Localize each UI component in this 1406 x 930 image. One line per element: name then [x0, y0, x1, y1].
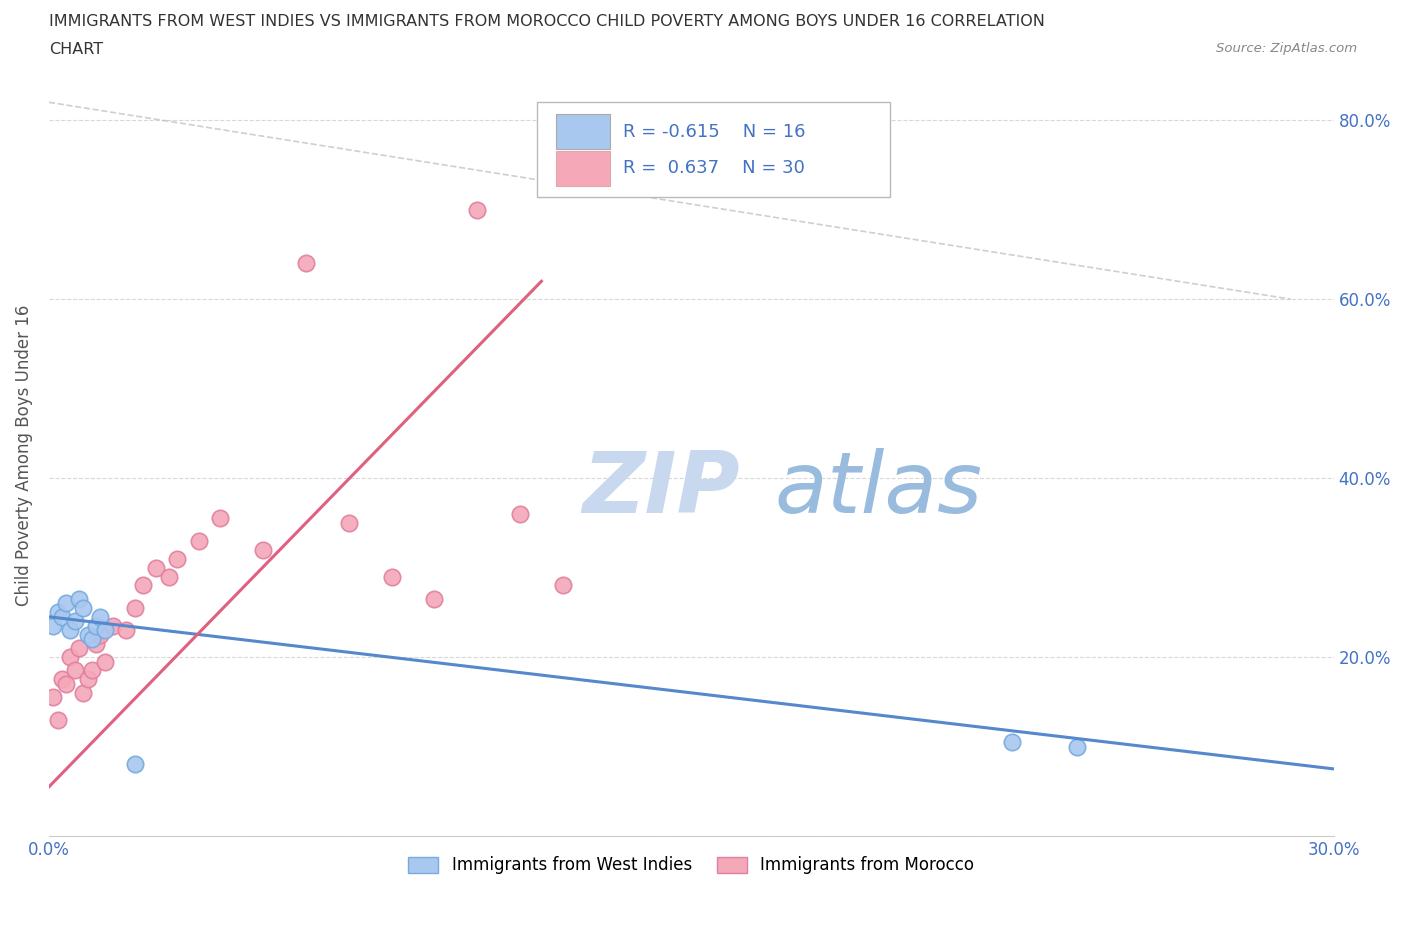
Text: IMMIGRANTS FROM WEST INDIES VS IMMIGRANTS FROM MOROCCO CHILD POVERTY AMONG BOYS : IMMIGRANTS FROM WEST INDIES VS IMMIGRANT… — [49, 14, 1045, 29]
Point — [132, 578, 155, 593]
Point — [423, 591, 446, 606]
Point — [59, 623, 82, 638]
Point — [76, 672, 98, 687]
Point — [51, 609, 73, 624]
Point — [93, 623, 115, 638]
Point — [157, 569, 180, 584]
FancyBboxPatch shape — [557, 114, 610, 149]
Point — [551, 578, 574, 593]
FancyBboxPatch shape — [537, 102, 890, 197]
Legend: Immigrants from West Indies, Immigrants from Morocco: Immigrants from West Indies, Immigrants … — [402, 850, 981, 881]
Point — [63, 663, 86, 678]
Point — [72, 685, 94, 700]
Point — [80, 631, 103, 646]
Point — [55, 676, 77, 691]
Y-axis label: Child Poverty Among Boys Under 16: Child Poverty Among Boys Under 16 — [15, 305, 32, 606]
Point — [89, 609, 111, 624]
Point — [89, 627, 111, 642]
Point — [55, 596, 77, 611]
Point — [42, 618, 65, 633]
Point — [84, 618, 107, 633]
Point — [1066, 739, 1088, 754]
Point — [72, 601, 94, 616]
Point — [76, 627, 98, 642]
Point — [509, 507, 531, 522]
Point — [209, 511, 232, 525]
Point — [124, 757, 146, 772]
Text: Source: ZipAtlas.com: Source: ZipAtlas.com — [1216, 42, 1357, 55]
Point — [67, 641, 90, 656]
Point — [84, 636, 107, 651]
Point — [124, 601, 146, 616]
Text: atlas: atlas — [775, 448, 983, 531]
Point — [145, 560, 167, 575]
Point — [295, 256, 318, 271]
Point — [67, 591, 90, 606]
Point — [252, 542, 274, 557]
Text: R = -0.615    N = 16: R = -0.615 N = 16 — [623, 123, 806, 140]
Point — [187, 533, 209, 548]
FancyBboxPatch shape — [557, 151, 610, 186]
Point — [51, 672, 73, 687]
Point — [115, 623, 138, 638]
Point — [1001, 735, 1024, 750]
Point — [337, 515, 360, 530]
Point — [380, 569, 402, 584]
Point — [46, 712, 69, 727]
Point — [80, 663, 103, 678]
Point — [103, 618, 125, 633]
Point — [59, 650, 82, 665]
Point — [465, 202, 488, 217]
Point — [46, 604, 69, 619]
Point — [93, 654, 115, 669]
Text: ZIP: ZIP — [582, 448, 740, 531]
Text: R =  0.637    N = 30: R = 0.637 N = 30 — [623, 159, 806, 178]
Point — [63, 614, 86, 629]
Point — [166, 551, 188, 566]
Point — [42, 690, 65, 705]
Text: CHART: CHART — [49, 42, 103, 57]
